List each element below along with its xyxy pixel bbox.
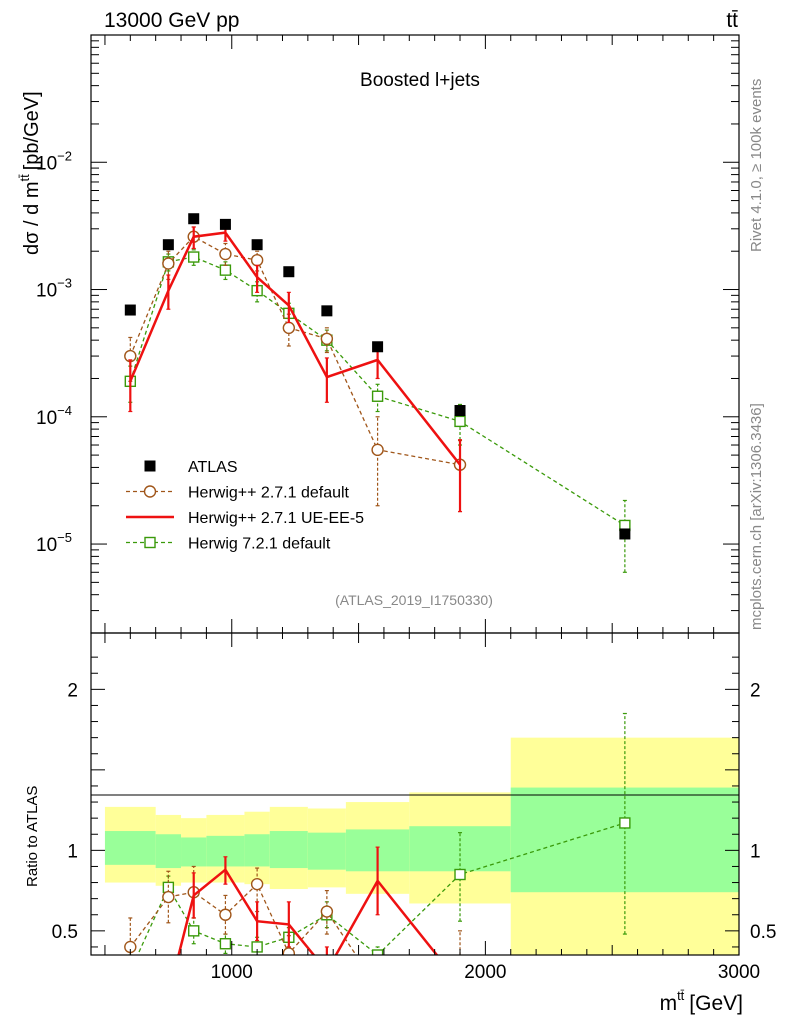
herwigpp_default-point [219,247,232,261]
chart-title: Boosted l+jets [360,70,480,91]
y-tick-label: 10−5 [36,530,72,556]
herwig721-point [125,966,135,976]
process-label: tt̄ [726,9,738,32]
ratio-band-inner [244,834,270,867]
axis-ticks [91,34,740,955]
x-tick-label: 3000 [718,962,760,983]
atlas-point [124,304,136,316]
atlas-point [283,266,295,278]
herwigpp_default-point [371,443,384,457]
herwig721-point [219,264,232,276]
ratio-axis-title: Ratio to ATLAS [24,786,41,887]
ratio-tick-label-right: 2 [750,680,761,701]
ratio-tick-label-right: 1 [750,841,761,862]
x-axis-title-main: m [660,992,678,1015]
atlas-point [188,213,200,225]
herwig721-point [619,817,631,829]
ratio-band-inner [510,787,739,893]
ratio-panel-frame [90,632,740,956]
atlas-point [372,341,384,353]
herwigpp_default-line [129,235,461,466]
herwigpp_default-point [282,947,296,955]
rivet-label: Rivet 4.1.0, ≥ 100k events [748,79,765,252]
herwig721-line [129,256,626,527]
legend-label-herwigpp_ueee5: Herwig++ 2.7.1 UE-EE-5 [188,510,364,527]
herwig721-point [188,925,200,937]
herwigpp_default-point [282,321,296,335]
herwigpp_default-point [162,890,175,904]
ratio-tick-label: 1 [67,841,78,862]
herwig721-point [454,868,466,881]
herwigpp_ueee5-line [129,231,461,466]
y-tick-label: 10−4 [36,403,72,429]
x-axis-title-unit: [GeV] [689,992,743,1015]
ratio-band-inner [155,834,182,869]
atlas-point [251,239,263,251]
ratio-band-inner [181,837,207,867]
herwig721-point [219,938,232,950]
axis-tick-labels: 1000 2000 3000 10−2 10−3 10−4 10−5 2 2 1 1 0.5 0.5 [36,148,776,983]
legend-label-herwigpp_default: Herwig++ 2.7.1 default [188,485,350,502]
ratio-panel-series [124,712,631,993]
herwig721-line [136,822,626,955]
y-axis-title-main: dσ / d m [21,182,43,255]
herwig721-point [188,251,200,263]
ratio-band-inner [269,831,308,869]
herwigpp_default-point [250,253,264,267]
herwigpp_default-point [219,908,232,921]
atlas-point [219,218,231,230]
y-axis-title: dσ / d mtt̄ [pb/GeV] [17,91,43,255]
ratio-band-inner [104,831,156,865]
energy-label: 13000 GeV pp [104,9,239,32]
y-axis-title-unit: [pb/GeV] [21,91,43,170]
herwigpp_default-point [250,877,264,891]
legend-marker-herwigpp_default [143,485,157,498]
atlas-point [454,405,466,417]
y-tick-label: 10−2 [36,148,72,174]
legend-label-herwig721: Herwig 7.2.1 default [188,536,331,553]
ratio-band-inner [307,832,346,870]
herwig721-point [371,390,384,402]
atlas-point [321,305,333,317]
atlas-point [162,239,174,251]
ratio-uncertainty-bands [104,737,739,955]
y-tick-label: 10−3 [36,276,72,302]
herwigpp_default-point [162,257,175,270]
herwigpp_default-point [320,332,334,346]
ratio-tick-label-right: 0.5 [750,922,776,943]
legend-label-atlas: ATLAS [188,459,238,476]
analysis-id: (ATLAS_2019_I1750330) [335,592,493,608]
herwigpp_default-point [372,982,383,993]
herwig721-point [454,415,466,428]
x-tick-label: 1000 [211,962,253,983]
x-tick-label: 2000 [464,962,506,983]
x-axis-title-sup: tt̄ [677,988,685,1003]
mcplots-label: mcplots.cern.ch [arXiv:1306.3436] [748,403,765,630]
legend-marker-atlas [144,460,156,472]
main-panel-series [124,213,631,573]
atlas-point [619,528,631,540]
legend-marker-herwig721 [144,536,156,549]
herwigpp_default-point [320,905,334,918]
ratio-tick-label: 2 [67,680,78,701]
y-axis-title-sup: tt̄ [17,174,32,182]
ratio-tick-label: 0.5 [52,922,78,943]
x-axis-title: mtt̄ [GeV] [660,988,743,1015]
legend: ATLAS Herwig++ 2.7.1 default Herwig++ 2.7.… [126,459,364,553]
herwig721-point [371,949,384,955]
herwigpp_ueee5-line [177,867,439,955]
